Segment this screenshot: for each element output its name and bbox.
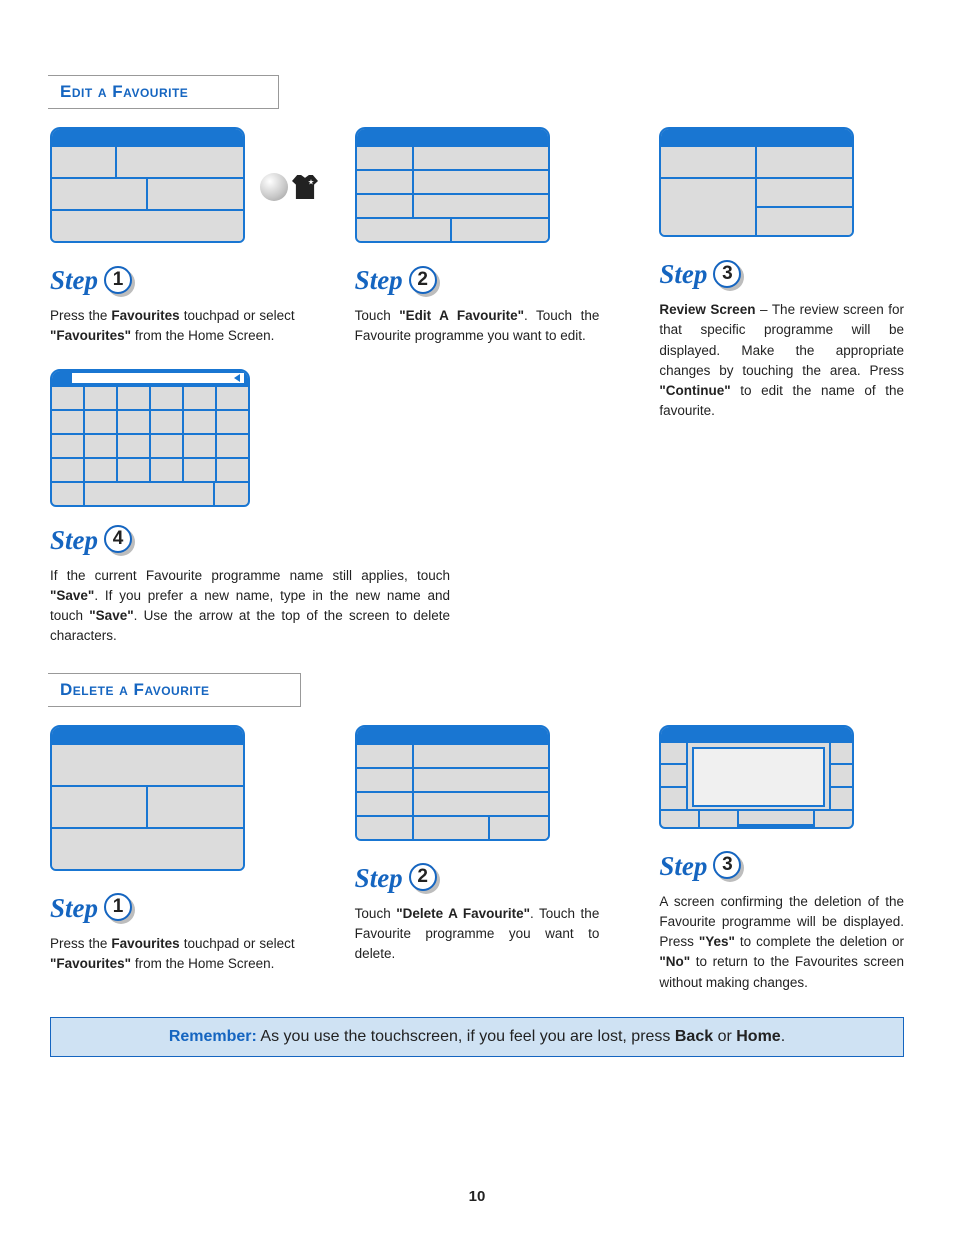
- t: If the current Favourite programme name …: [50, 568, 450, 583]
- t-b: "Save": [89, 608, 133, 623]
- t: from the Home Screen.: [131, 328, 274, 343]
- t: to complete the deletion or: [735, 934, 904, 949]
- step-num: 2: [409, 863, 437, 891]
- t-b: Favourites: [111, 308, 179, 323]
- step-badge-1: 1: [104, 893, 134, 923]
- edit-step2-col: Step 2 Touch "Edit A Favourite". Touch t…: [355, 127, 600, 525]
- t-b: "Save": [50, 588, 94, 603]
- step-word: Step: [50, 525, 98, 556]
- edit-step2-text: Touch "Edit A Favourite". Touch the Favo…: [355, 306, 600, 347]
- t: from the Home Screen.: [131, 956, 274, 971]
- remember-box: Remember: As you use the touchscreen, if…: [50, 1017, 904, 1057]
- step-badge-4: 4: [104, 525, 134, 555]
- delete-step2-label: Step 2: [355, 863, 600, 894]
- ball-shirt-icons: [260, 173, 318, 201]
- edit-row-1: Step 1 Press the Favourites touchpad or …: [50, 127, 904, 525]
- delete-step2-thumb: [355, 725, 550, 841]
- edit-step2-label: Step 2: [355, 265, 600, 296]
- remember-lead: Remember:: [169, 1028, 257, 1045]
- step-word: Step: [355, 265, 403, 296]
- delete-step3-thumb: [659, 725, 854, 829]
- delete-row: Step 1 Press the Favourites touchpad or …: [50, 725, 904, 993]
- section-header-edit: Edit a Favourite: [48, 75, 279, 109]
- delete-step3-text: A screen confirming the deletion of the …: [659, 892, 904, 993]
- step-num: 4: [104, 525, 132, 553]
- edit-step1-col: Step 1 Press the Favourites touchpad or …: [50, 127, 295, 525]
- step-num: 1: [104, 266, 132, 294]
- step-num: 2: [409, 266, 437, 294]
- edit-step3-text: Review Screen – The review screen for th…: [659, 300, 904, 422]
- remember-end: .: [781, 1028, 785, 1045]
- t-b: "Yes": [699, 934, 735, 949]
- step-word: Step: [355, 863, 403, 894]
- t-b: "No": [659, 954, 690, 969]
- delete-step2-text: Touch "Delete A Favourite". Touch the Fa…: [355, 904, 600, 965]
- step-badge-3: 3: [713, 260, 743, 290]
- t-b: "Delete A Favourite": [396, 906, 530, 921]
- backspace-icon: [234, 374, 240, 382]
- shirt-icon: [292, 175, 318, 199]
- edit-step1-label: Step 1: [50, 265, 295, 296]
- t: Press the: [50, 936, 111, 951]
- step-badge-2: 2: [409, 266, 439, 296]
- delete-step1-thumb: [50, 725, 245, 871]
- t-b: "Edit A Favourite": [399, 308, 524, 323]
- step-word: Step: [50, 265, 98, 296]
- edit-step4-thumb: [50, 369, 250, 507]
- section-header-delete: Delete a Favourite: [48, 673, 301, 707]
- step-badge-2: 2: [409, 863, 439, 893]
- delete-step3-col: Step 3 A screen confirming the deletion …: [659, 725, 904, 993]
- delete-step1-col: Step 1 Press the Favourites touchpad or …: [50, 725, 295, 993]
- t: touchpad or select: [180, 936, 295, 951]
- edit-step2-thumb: [355, 127, 550, 243]
- remember-back: Back: [675, 1028, 713, 1045]
- remember-home: Home: [736, 1028, 780, 1045]
- edit-step1-text: Press the Favourites touchpad or select …: [50, 306, 295, 347]
- step-num: 1: [104, 893, 132, 921]
- t: Press the: [50, 308, 111, 323]
- t: to return to the Favourites screen witho…: [659, 954, 904, 989]
- edit-step4-text: If the current Favourite programme name …: [50, 566, 450, 647]
- t-b: "Continue": [659, 383, 730, 398]
- t: Touch: [355, 308, 400, 323]
- delete-step2-col: Step 2 Touch "Delete A Favourite". Touch…: [355, 725, 600, 993]
- step-word: Step: [50, 893, 98, 924]
- edit-step1-thumb: [50, 127, 245, 243]
- t: touchpad or select: [180, 308, 295, 323]
- delete-step3-label: Step 3: [659, 851, 904, 882]
- step-word: Step: [659, 851, 707, 882]
- t-b: "Favourites": [50, 956, 131, 971]
- step-word: Step: [659, 259, 707, 290]
- remember-text: As you use the touchscreen, if you feel …: [257, 1028, 675, 1045]
- step-badge-3: 3: [713, 851, 743, 881]
- edit-step3-thumb: [659, 127, 854, 237]
- page-number: 10: [0, 1188, 954, 1205]
- t-b: "Favourites": [50, 328, 131, 343]
- edit-step4-label: Step 4: [50, 525, 450, 556]
- edit-step3-col: Step 3 Review Screen – The review screen…: [659, 127, 904, 525]
- t: Touch: [355, 906, 397, 921]
- delete-step1-label: Step 1: [50, 893, 295, 924]
- t-b: Review Screen: [659, 302, 755, 317]
- step-badge-1: 1: [104, 266, 134, 296]
- step-num: 3: [713, 260, 741, 288]
- delete-step1-text: Press the Favourites touchpad or select …: [50, 934, 295, 975]
- remember-mid: or: [713, 1028, 736, 1045]
- t-b: Favourites: [111, 936, 179, 951]
- edit-step3-label: Step 3: [659, 259, 904, 290]
- edit-step4-col: Step 4 If the current Favourite programm…: [50, 525, 450, 647]
- ball-icon: [260, 173, 288, 201]
